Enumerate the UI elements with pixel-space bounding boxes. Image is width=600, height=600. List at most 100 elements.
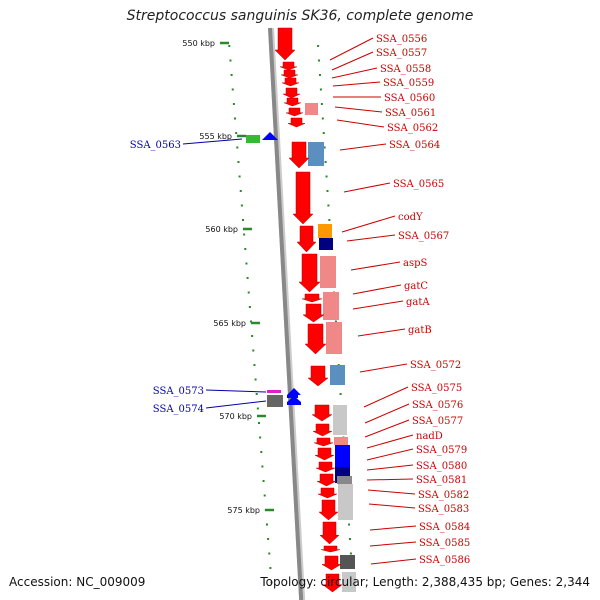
gene-label[interactable]: SSA_0558 [380,64,431,75]
gene-annotation-bar [308,142,324,166]
gene-label-leader [205,389,267,393]
gene-label[interactable]: SSA_0565 [393,179,444,190]
gene-label-leader [364,403,410,424]
forward-gene-arrow[interactable] [280,69,299,79]
forward-gene-arrow[interactable] [281,77,300,87]
forward-gene-arrow[interactable] [279,61,298,71]
gene-label-leader [350,261,401,271]
gene-label[interactable]: SSA_0581 [416,475,467,486]
gene-label[interactable]: SSA_0561 [385,108,436,119]
gene-label[interactable]: SSA_0582 [418,490,469,501]
gene-label[interactable]: gatB [408,325,432,336]
gene-label-leader [205,400,267,409]
forward-gene-arrow[interactable] [313,437,334,447]
gene-label[interactable]: SSA_0576 [412,400,463,411]
forward-gene-arrow[interactable] [285,107,304,117]
forward-gene-arrow[interactable] [318,499,339,521]
forward-gene-arrow[interactable] [315,461,336,473]
gene-guide-dot [348,523,351,526]
gene-label[interactable]: SSA_0559 [383,78,434,89]
reverse-gene-block[interactable] [246,135,260,143]
gene-guide-dot [349,552,352,555]
gene-label[interactable]: SSA_0563 [130,140,181,151]
gene-annotation-bar [319,238,333,250]
gene-annotation-bar [320,256,336,288]
gene-label-leader [359,363,408,373]
reverse-gene-block[interactable] [267,390,281,393]
gene-label[interactable]: SSA_0562 [387,123,438,134]
forward-gene-arrow[interactable] [307,365,329,387]
gene-label[interactable]: SSA_0574 [153,404,204,415]
forward-gene-arrow[interactable] [298,253,321,293]
reverse-gene-arrow[interactable] [262,132,278,140]
forward-gene-arrow[interactable] [292,171,314,225]
forward-gene-arrow[interactable] [302,303,325,323]
gene-guide-dot [334,320,337,323]
forward-gene-arrow[interactable] [321,555,342,571]
forward-gene-arrow[interactable] [322,573,343,593]
gene-label[interactable]: codY [398,212,423,223]
gene-label[interactable]: SSA_0585 [419,538,470,549]
ruler-guide-dot [229,59,232,62]
gene-label[interactable]: gatA [406,297,430,308]
forward-gene-arrow[interactable] [317,487,338,499]
gene-label[interactable]: SSA_0584 [419,522,470,533]
gene-label[interactable]: SSA_0577 [412,416,463,427]
forward-gene-arrow[interactable] [320,545,341,553]
gene-label[interactable]: SSA_0580 [416,461,467,472]
reverse-gene-arrow[interactable] [287,388,301,398]
gene-guide-dot [327,204,330,207]
gene-label[interactable]: SSA_0583 [418,504,469,515]
forward-gene-arrow[interactable] [319,521,340,545]
gene-annotation-bar [340,555,355,569]
gene-label-leader [357,328,406,337]
forward-gene-arrow[interactable] [288,141,310,169]
gene-label-leader [369,541,417,547]
forward-gene-arrow[interactable] [316,473,337,487]
gene-label[interactable]: SSA_0573 [153,386,204,397]
ruler-guide-dot [247,291,250,294]
reverse-gene-block[interactable] [267,395,283,407]
genome-title: Streptococcus sanguinis SK36, complete g… [126,8,474,24]
gene-annotation-bar [338,484,353,520]
ruler-guide-dot [235,132,238,134]
gene-label[interactable]: SSA_0579 [416,445,467,456]
gene-label[interactable]: SSA_0564 [389,140,440,151]
gene-label[interactable]: SSA_0557 [376,48,427,59]
forward-gene-arrow[interactable] [301,293,323,303]
ruler-guide-dot [254,378,257,381]
gene-label[interactable]: SSA_0560 [384,93,435,104]
ruler-guide-dot [253,364,256,366]
ruler-guide-dot [234,117,237,120]
gene-label[interactable]: nadD [416,431,443,442]
forward-gene-arrow[interactable] [311,404,333,422]
gene-guide-dot [348,538,351,540]
forward-gene-arrow[interactable] [312,423,333,437]
gene-label[interactable]: SSA_0575 [411,383,462,394]
gene-label[interactable]: gatC [404,281,428,292]
forward-gene-arrow[interactable] [296,225,317,253]
gene-label[interactable]: SSA_0567 [398,231,449,242]
reverse-gene-arrow[interactable] [287,396,301,405]
ruler-guide-dot [268,552,271,555]
gene-label[interactable]: SSA_0586 [419,555,470,566]
gene-label-leader [368,503,416,509]
forward-gene-arrow[interactable] [304,323,327,355]
forward-gene-arrow[interactable] [314,447,335,461]
forward-gene-arrow[interactable] [274,27,296,61]
ruler-tick-label: 550 kbp [182,39,215,48]
ruler-guide-dot [270,581,273,584]
gene-annotation-bar [326,322,342,354]
accession-text: Accession: NC_009009 [9,575,146,589]
ruler-guide-dot [236,146,239,149]
forward-gene-arrow[interactable] [283,97,302,107]
gene-label[interactable]: SSA_0556 [376,34,427,45]
gene-annotation-bar [342,572,356,592]
forward-gene-arrow[interactable] [287,117,306,128]
ruler-guide-dot [265,523,268,526]
backbone-line [268,27,304,600]
gene-label[interactable]: aspS [403,258,427,269]
forward-gene-arrow[interactable] [282,87,301,99]
gene-label[interactable]: SSA_0572 [410,360,461,371]
gene-label-leader [369,525,417,531]
